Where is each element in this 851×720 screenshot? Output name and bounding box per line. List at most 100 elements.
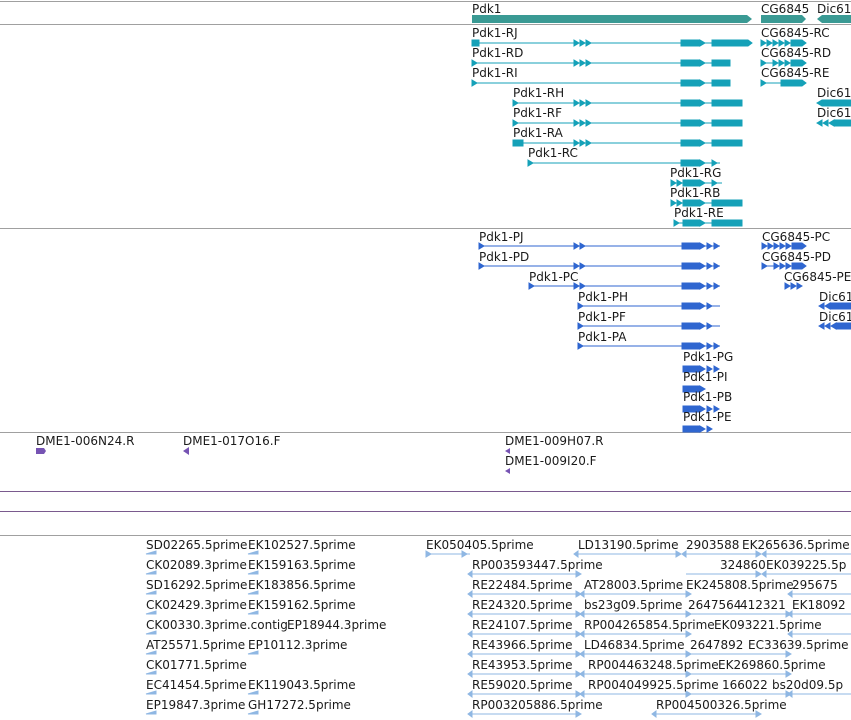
- est-label[interactable]: EK119043.5prime: [248, 678, 356, 692]
- protein-label[interactable]: Pdk1-PA: [578, 330, 627, 344]
- gene-track: [472, 15, 851, 23]
- transcript-glyph-cg6845-re: [760, 79, 807, 87]
- est-label[interactable]: EK039225.5p: [766, 558, 847, 572]
- est-label[interactable]: SD16292.5prime: [146, 578, 248, 592]
- est-label[interactable]: 324860: [720, 558, 766, 572]
- protein-glyph-pj: [478, 242, 720, 250]
- est-label[interactable]: AT25571.5prime: [146, 638, 246, 652]
- est-label[interactable]: CK02089.3prime: [146, 558, 247, 572]
- est-label[interactable]: EK102527.5prime: [248, 538, 356, 552]
- transcript-label[interactable]: CG6845-RC: [761, 26, 830, 40]
- transcript-label[interactable]: CG6845-RD: [761, 46, 832, 60]
- est-label[interactable]: 295675: [792, 578, 838, 592]
- est-label[interactable]: EP18944.3prime: [287, 618, 387, 632]
- est-label[interactable]: EK245808.5prime: [686, 578, 794, 592]
- transcript-glyph-ra: [512, 139, 743, 147]
- transcript-label[interactable]: Pdk1-RF: [513, 106, 563, 120]
- est-label[interactable]: EK269860.5prime: [718, 658, 826, 672]
- transcript-label[interactable]: CG6845-RE: [761, 66, 830, 80]
- est-label[interactable]: RE59020.5prime: [472, 678, 573, 692]
- transcript-glyph-re: [673, 219, 743, 227]
- est-label[interactable]: LD46834.5prime: [584, 638, 685, 652]
- protein-label[interactable]: Dic61: [819, 290, 851, 304]
- gene-label-cg6845[interactable]: CG6845: [761, 2, 810, 16]
- est-label[interactable]: EK159162.5prime: [248, 598, 356, 612]
- transcript-label[interactable]: Pdk1-RJ: [472, 26, 518, 40]
- est-label[interactable]: EK093221.5prime: [714, 618, 822, 632]
- clone-label[interactable]: DME1-006N24.R: [36, 434, 135, 448]
- est-label[interactable]: EK183856.5prime: [248, 578, 356, 592]
- est-label[interactable]: bs20d09.5p: [772, 678, 844, 692]
- est-label[interactable]: RE43953.5prime: [472, 658, 573, 672]
- clone-label[interactable]: DME1-009H07.R: [505, 434, 604, 448]
- gene-label-pdk1[interactable]: Pdk1: [472, 2, 502, 16]
- transcript-glyph-cg6845-rc: [760, 39, 807, 47]
- protein-label[interactable]: Pdk1-PB: [683, 390, 733, 404]
- est-label[interactable]: EK050405.5prime: [426, 538, 534, 552]
- est-label[interactable]: RP004265854.5prime: [584, 618, 715, 632]
- protein-label[interactable]: CG6845-PC: [762, 230, 831, 244]
- transcript-label[interactable]: Dic61: [817, 106, 851, 120]
- transcript-track: [471, 39, 851, 227]
- transcript-label[interactable]: Pdk1-RH: [513, 86, 565, 100]
- est-label[interactable]: RE22484.5prime: [472, 578, 573, 592]
- est-label[interactable]: SD02265.5prime: [146, 538, 248, 552]
- est-label[interactable]: RP004500326.5prime: [656, 698, 787, 712]
- transcript-label[interactable]: Pdk1-RB: [670, 186, 721, 200]
- transcript-label[interactable]: Pdk1-RI: [472, 66, 518, 80]
- transcript-label[interactable]: Dic61: [817, 86, 851, 100]
- transcript-label[interactable]: Pdk1-RG: [670, 166, 722, 180]
- est-label[interactable]: RE24320.5prime: [472, 598, 573, 612]
- clone-label[interactable]: DME1-017O16.F: [183, 434, 281, 448]
- est-label[interactable]: LD13190.5prime: [578, 538, 679, 552]
- est-label[interactable]: 2903588: [686, 538, 740, 552]
- est-label[interactable]: EK18092: [792, 598, 846, 612]
- est-label[interactable]: bs23g09.5prime: [584, 598, 683, 612]
- protein-label[interactable]: Pdk1-PF: [578, 310, 626, 324]
- est-label[interactable]: 2647892: [690, 638, 744, 652]
- est-label[interactable]: EP10112.3prime: [248, 638, 348, 652]
- protein-label[interactable]: CG6845-PD: [762, 250, 832, 264]
- protein-glyph-pe: [682, 425, 713, 433]
- clone-label[interactable]: DME1-009I20.F: [505, 454, 597, 468]
- protein-label[interactable]: Pdk1-PD: [479, 250, 530, 264]
- transcript-label[interactable]: Pdk1-RD: [472, 46, 524, 60]
- transcript-label[interactable]: Pdk1-RE: [674, 206, 724, 220]
- protein-label[interactable]: Pdk1-PH: [578, 290, 629, 304]
- est-label[interactable]: CK02429.3prime: [146, 598, 247, 612]
- protein-label[interactable]: Dic61: [819, 310, 851, 324]
- est-label[interactable]: RP003593447.5prime: [472, 558, 603, 572]
- est-label[interactable]: RP004049925.5prime: [588, 678, 719, 692]
- protein-label[interactable]: Pdk1-PI: [683, 370, 728, 384]
- protein-label[interactable]: Pdk1-PE: [683, 410, 732, 424]
- est-label[interactable]: EK159163.5prime: [248, 558, 356, 572]
- est-label[interactable]: EK265636.5prime: [742, 538, 850, 552]
- protein-glyph-pb: [682, 405, 720, 413]
- est-label[interactable]: 412321: [740, 598, 786, 612]
- est-label[interactable]: CK01771.5prime: [146, 658, 247, 672]
- est-label[interactable]: RP003205886.5prime: [472, 698, 603, 712]
- est-label[interactable]: EP19847.3prime: [146, 698, 246, 712]
- est-label[interactable]: GH17272.5prime: [248, 698, 351, 712]
- protein-track: [478, 242, 851, 433]
- est-label[interactable]: EC33639.5prime: [748, 638, 849, 652]
- protein-label[interactable]: Pdk1-PJ: [479, 230, 524, 244]
- est-label[interactable]: CK00330.3prime.contig: [146, 618, 288, 632]
- transcript-label[interactable]: Pdk1-RA: [513, 126, 563, 140]
- gene-label-dic61[interactable]: Dic61: [817, 2, 851, 16]
- protein-label[interactable]: Pdk1-PC: [529, 270, 579, 284]
- protein-label[interactable]: CG6845-PE: [784, 270, 851, 284]
- est-label[interactable]: EC41454.5prime: [146, 678, 247, 692]
- est-label[interactable]: 166022: [722, 678, 768, 692]
- est-label[interactable]: 2647564: [688, 598, 742, 612]
- est-label[interactable]: RE43966.5prime: [472, 638, 573, 652]
- transcript-label[interactable]: Pdk1-RC: [528, 146, 578, 160]
- gene-glyph-pdk1: [472, 15, 752, 23]
- protein-label[interactable]: Pdk1-PG: [683, 350, 734, 364]
- est-label[interactable]: RE24107.5prime: [472, 618, 573, 632]
- est-label[interactable]: RP004463248.5prime: [588, 658, 719, 672]
- transcript-glyph-dic61-1: [816, 99, 851, 107]
- est-label[interactable]: AT28003.5prime: [584, 578, 684, 592]
